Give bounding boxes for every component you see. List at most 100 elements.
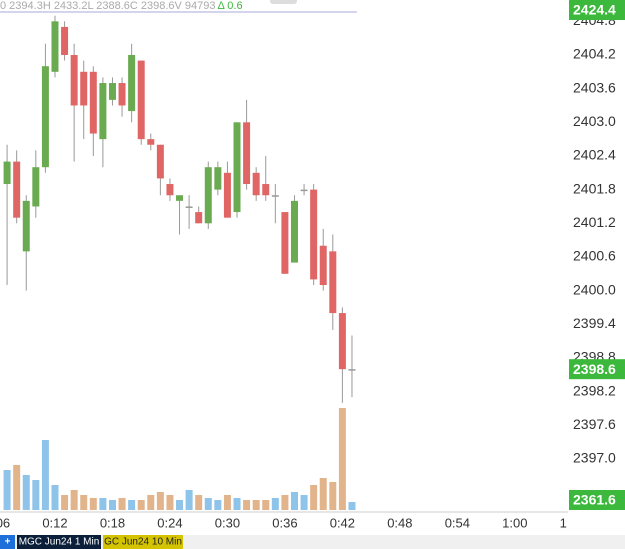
- volume-bar: [128, 500, 136, 510]
- x-tick-label: 1:06: [560, 515, 585, 530]
- y-tick-label: 2398.2: [573, 382, 616, 398]
- volume-bar: [137, 500, 145, 510]
- add-tab[interactable]: [0, 535, 15, 549]
- volume-bar: [348, 502, 356, 510]
- volume-bar: [89, 498, 97, 510]
- volume-bar: [281, 495, 289, 510]
- volume-bar: [204, 498, 212, 510]
- volume-bar: [13, 465, 21, 510]
- candle-body: [262, 184, 270, 196]
- tab-label[interactable]: GC Jun24 10 Min: [104, 537, 182, 548]
- candle-body: [13, 161, 21, 218]
- header-change: Δ 0.6: [218, 0, 243, 12]
- candle-body: [108, 83, 116, 100]
- candle-body: [51, 21, 59, 72]
- volume-bar: [41, 440, 49, 510]
- volume-bar: [118, 498, 126, 510]
- candle-body: [185, 206, 193, 208]
- volume-bar: [108, 500, 116, 510]
- candle-body: [156, 144, 164, 179]
- price-badge-label: 2398.6: [573, 361, 616, 377]
- header-ohlc: 0 2394.3H 2433.2L 2388.6C 2398.6V 94793: [0, 0, 216, 12]
- x-tick-label: 0:12: [42, 515, 67, 530]
- volume-bar: [22, 475, 30, 510]
- candle-body: [3, 161, 11, 185]
- tab[interactable]: [17, 535, 101, 549]
- add-tab-label[interactable]: +: [5, 537, 11, 548]
- volume-bar: [252, 500, 260, 510]
- candle-body: [118, 83, 126, 106]
- volume-bar: [61, 495, 69, 510]
- candle-body: [99, 83, 107, 140]
- volume-bar: [147, 495, 155, 510]
- candle-body: [233, 122, 241, 213]
- candle-body: [281, 212, 289, 274]
- header-info: 0 2394.3H 2433.2L 2388.6C 2398.6V 94793 Δ…: [0, 0, 243, 12]
- volume-bar: [233, 498, 241, 510]
- volume-bar: [271, 498, 279, 510]
- candle-body: [300, 189, 308, 192]
- price-axis: 2397.02397.62398.22398.82399.42400.02400…: [569, 0, 625, 510]
- x-tick-label: 0:30: [215, 515, 240, 530]
- tab[interactable]: [103, 535, 183, 549]
- price-badge: [569, 490, 625, 510]
- tab-label[interactable]: MGC Jun24 1 Min: [19, 537, 100, 548]
- candle-body: [329, 251, 337, 314]
- price-badge-label: 2361.6: [573, 492, 616, 508]
- y-tick-label: 2401.8: [573, 180, 616, 196]
- candle-body: [41, 66, 49, 168]
- price-badge: [569, 359, 625, 380]
- volume-bar: [185, 490, 193, 510]
- y-tick-label: 2402.4: [573, 147, 616, 163]
- volume-bar: [214, 500, 222, 510]
- x-tick-label: 0:36: [272, 515, 297, 530]
- candle-body: [223, 172, 231, 218]
- candle-body: [204, 167, 212, 224]
- x-tick-label: 0:48: [387, 515, 412, 530]
- x-tick-label: 0:42: [330, 515, 355, 530]
- volume-bar: [166, 495, 174, 510]
- volume-bar: [300, 495, 308, 510]
- toolbar-button[interactable]: [270, 0, 297, 4]
- candle-body: [243, 122, 251, 185]
- x-tick-label: 1:00: [502, 515, 527, 530]
- candle-body: [290, 200, 298, 263]
- candle-body: [80, 71, 88, 106]
- candle-body: [137, 60, 145, 140]
- y-tick-label: 2397.6: [573, 416, 616, 432]
- x-tick-label: 0:24: [157, 515, 182, 530]
- candle-body: [338, 313, 346, 370]
- volume-bar: [51, 485, 59, 510]
- volume-bar: [262, 500, 270, 510]
- y-tick-label: 2403.0: [573, 113, 616, 129]
- candle-body: [128, 54, 136, 112]
- x-tick-label: 0:18: [100, 515, 125, 530]
- x-tick-label: 0:54: [445, 515, 470, 530]
- candle-body: [271, 195, 279, 197]
- candle-body: [310, 189, 318, 280]
- price-badge: [569, 0, 625, 20]
- y-tick-label: 2404.2: [573, 46, 616, 62]
- volume-bar: [243, 500, 251, 510]
- volume-bar: [32, 480, 40, 510]
- volume-bar: [3, 470, 11, 510]
- candle-body: [32, 167, 40, 207]
- candle-body: [166, 184, 174, 196]
- volume-bar: [156, 492, 164, 510]
- volume-bar: [223, 495, 231, 510]
- candle-body: [61, 26, 69, 55]
- plot-area: 0:06 0:12 0:18 0:24 0:30 0:36 0:42 0:48 0:54 1:00…: [0, 15, 585, 530]
- x-tick-label: 0:06: [0, 515, 10, 530]
- y-tick-label: 2400.6: [573, 248, 616, 264]
- y-tick-label: 2399.4: [573, 315, 616, 331]
- volume-bar: [99, 498, 107, 510]
- volume-bar: [319, 478, 327, 510]
- y-tick-label: 2397.0: [573, 450, 616, 466]
- candle-body: [348, 369, 356, 371]
- y-tick-label: 2403.6: [573, 79, 616, 95]
- volume-bar: [338, 408, 346, 510]
- price-badge-label: 2424.4: [573, 2, 616, 18]
- candle-body: [70, 54, 78, 106]
- candle-body: [22, 200, 30, 252]
